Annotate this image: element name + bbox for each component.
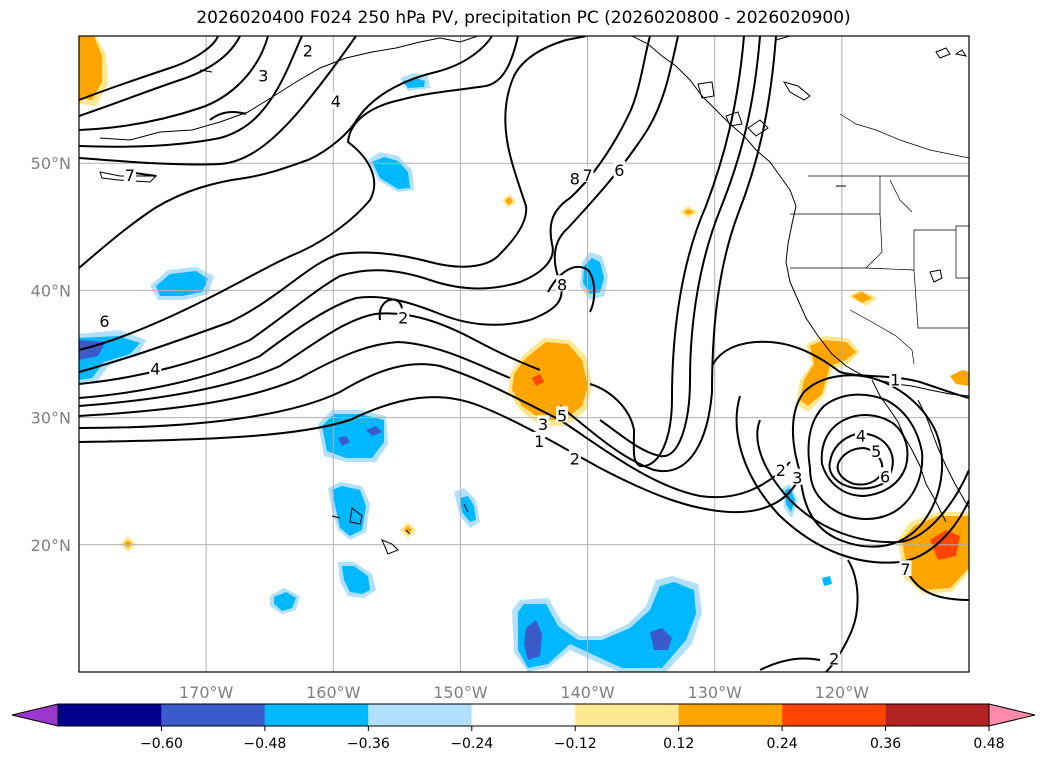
lon-tick-label: 140°W [560,683,615,702]
contour-label-bg [791,468,804,485]
colorbar-extend-low [11,703,59,727]
colorbar-tick-label: −0.36 [347,736,390,752]
colorbar-swatch [368,704,472,726]
contour-label: 5 [871,442,881,461]
contour-label: 3 [538,415,548,434]
political-borders [790,113,969,365]
contour-label-bg [556,275,569,292]
colorbar-tick-label: 0.48 [973,736,1004,752]
lon-tick-label: 150°W [433,683,488,702]
contour-label-bg [870,441,883,458]
longitude-labels: 170°W 160°W 150°W 140°W 130°W 120°W [179,683,869,702]
colorbar-swatch [575,704,679,726]
contour-label: 7 [900,560,910,579]
contour-label: 2 [398,308,408,327]
contour-label: 4 [856,427,866,446]
contour-label: 3 [258,67,268,86]
contour-label-bg [301,41,314,58]
lon-tick-label: 170°W [179,683,234,702]
contour-label: 2 [303,41,313,60]
contour-label-bg [889,370,902,387]
precip-negative-shading [79,73,832,672]
contour-label-bg [899,560,912,577]
contour-label-bg [537,415,550,432]
colorbar-extend-high [988,703,1036,727]
contour-label: 8 [570,170,580,189]
contour-label-bg [581,165,594,182]
lat-tick-label: 20°N [31,536,71,555]
colorbar-tick-label: −0.60 [140,736,183,752]
lon-tick-label: 120°W [815,683,870,702]
contour-label: 7 [125,166,135,185]
contour-label: 6 [614,161,624,180]
contour-label-bg [613,160,626,177]
colorbar-swatch [471,704,576,726]
lat-tick-label: 40°N [31,281,71,300]
contour-label-bg [556,406,569,423]
contour-label: 1 [890,371,900,390]
contour-label: 8 [557,275,567,294]
contour-label-bg [774,461,787,478]
colorbar-tick-label: 0.36 [870,736,901,752]
lat-tick-label: 30°N [31,409,71,428]
contour-label-bg [123,165,136,182]
colorbar-swatch [678,704,783,726]
contour-label-bg [397,308,410,325]
contour-label: 2 [776,461,786,480]
colorbar-tick-label: 0.24 [767,736,798,752]
contour-label: 5 [557,406,567,425]
figure-title: 2026020400 F024 250 hPa PV, precipitatio… [196,8,851,28]
contour-label-bg [854,426,867,443]
colorbar-swatch [161,704,265,726]
contour-label-bg [329,92,342,109]
contour-label-bg [568,169,581,186]
colorbar-swatch [58,704,162,726]
contour-label: 1 [534,432,544,451]
contour-label-bg [879,467,892,484]
contour-label: 6 [880,467,890,486]
contour-label-bg [828,649,841,666]
colorbar-swatch [782,704,886,726]
contour-label: 4 [150,359,160,378]
colorbar-tick-label: 0.12 [663,736,694,752]
contour-label-bg [149,359,162,376]
latitude-labels: 50°N 40°N 30°N 20°N [31,154,71,555]
contour-label: 3 [792,469,802,488]
contour-label-bg [98,312,111,329]
precip-positive-shading [79,36,969,594]
lon-tick-label: 130°W [688,683,743,702]
gridlines [79,36,969,672]
lon-tick-label: 160°W [306,683,361,702]
lat-tick-label: 50°N [31,154,71,173]
contour-label-bg [257,66,270,83]
colorbar-tick-label: −0.24 [450,736,493,752]
colorbar-swatch [885,704,989,726]
contour-label-bg [568,449,581,466]
contour-label: 4 [331,92,341,111]
colorbar-frame [57,703,990,727]
colorbar-tick-label: −0.48 [243,736,286,752]
colorbar-swatch [264,704,369,726]
colorbar-tick-label: −0.12 [554,736,597,752]
colorbar: −0.60 −0.48 −0.36 −0.24 −0.12 0.12 0.24 0.36 0.4… [11,703,1036,752]
contour-label: 2 [829,649,839,668]
contour-label: 6 [99,312,109,331]
map-frame [78,35,970,673]
contour-label-bg [533,431,546,448]
contour-label: 7 [582,166,592,185]
contour-label: 2 [570,450,580,469]
